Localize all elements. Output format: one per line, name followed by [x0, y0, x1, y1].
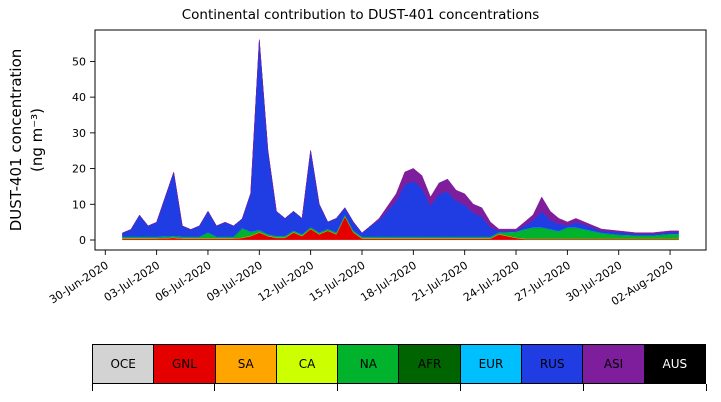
- y-tick-label: 30: [72, 127, 86, 140]
- x-tick-label: 21-Jul-2020: [410, 259, 471, 305]
- legend-item-aus: AUS: [643, 344, 706, 384]
- legend-item-gnl: GNL: [153, 344, 216, 384]
- legend-item-ca: CA: [275, 344, 339, 384]
- y-tick-label: 50: [72, 55, 86, 68]
- y-tick-label: 10: [72, 198, 86, 211]
- x-tick-label: 24-Jul-2020: [461, 259, 522, 305]
- x-tick-label: 03-Jul-2020: [102, 259, 163, 305]
- y-axis-label: DUST-401 concentration (ng m⁻³): [6, 49, 48, 232]
- legend-axis-tick: [459, 384, 461, 391]
- x-tick-label: 12-Jul-2020: [256, 259, 317, 305]
- x-tick-label: 18-Jul-2020: [358, 259, 419, 305]
- x-tick-label: 30-Jun-2020: [47, 259, 111, 307]
- legend-item-sa: SA: [214, 344, 277, 384]
- legend-axis: [91, 384, 707, 396]
- legend-item-rus: RUS: [521, 344, 584, 384]
- legend-axis-tick: [214, 384, 216, 391]
- x-tick-label: 06-Jul-2020: [153, 259, 214, 305]
- y-tick-label: 0: [79, 234, 86, 247]
- stacked-area-chart: 0 10 20 30 40 50 30-Jun-202003-Jul-202006-Jul-…: [47, 29, 707, 308]
- legend-axis-tick: [337, 384, 339, 391]
- y-axis-label-line2: (ng m⁻³): [28, 107, 46, 173]
- plot-border: [94, 29, 707, 251]
- area-asi: [122, 39, 679, 235]
- legend-item-na: NA: [337, 344, 400, 384]
- y-tick-label: 40: [72, 91, 86, 104]
- x-tick-label: 15-Jul-2020: [307, 259, 368, 305]
- x-tick-label: 27-Jul-2020: [512, 259, 573, 305]
- legend-item-asi: ASI: [582, 344, 645, 384]
- legend-axis-tick: [705, 384, 707, 391]
- chart-title: Continental contribution to DUST-401 con…: [181, 7, 540, 23]
- legend: OCE GNL SA CA NA AFR EUR RUS ASI AUS: [92, 344, 706, 384]
- legend-axis-tick: [582, 384, 584, 391]
- x-tick-label: 09-Jul-2020: [204, 259, 265, 305]
- legend-axis-tick: [91, 384, 93, 391]
- y-tick-label: 20: [72, 163, 86, 176]
- legend-item-eur: EUR: [459, 344, 523, 384]
- legend-item-oce: OCE: [92, 344, 155, 384]
- legend-item-afr: AFR: [398, 344, 461, 384]
- y-axis-label-line1: DUST-401 concentration: [7, 48, 25, 232]
- area-rus: [122, 39, 679, 237]
